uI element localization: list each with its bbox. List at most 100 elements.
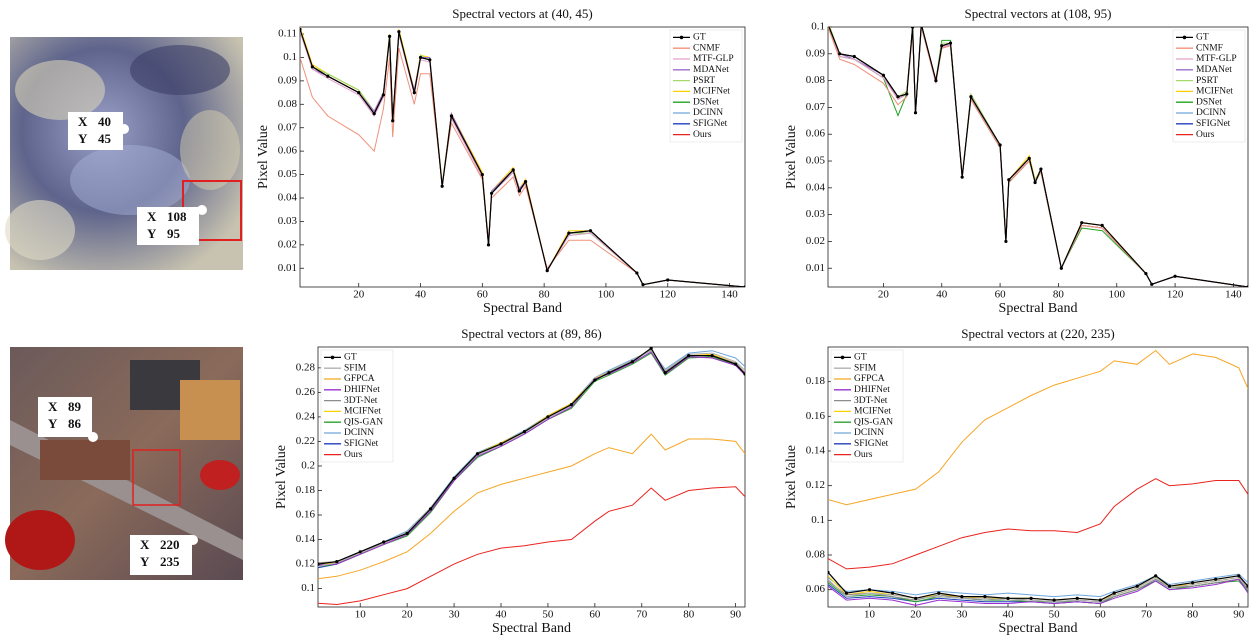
legend-label: MCIFNet <box>1196 87 1233 97</box>
series-point <box>1039 167 1042 170</box>
series-point <box>546 415 549 418</box>
x-tick-label: 40 <box>936 289 948 301</box>
y-tick-label: 0.01 <box>278 262 297 274</box>
x-tick-label: 140 <box>721 289 738 301</box>
y-tick-label: 0.16 <box>296 509 316 521</box>
y-tick-label: 0.02 <box>806 235 825 247</box>
series-point <box>1191 581 1194 584</box>
x-tick-label: 20 <box>910 609 922 621</box>
legend-label: SFIGNet <box>854 439 889 449</box>
series-point <box>397 30 400 33</box>
x-tick-label: 100 <box>1109 289 1126 301</box>
x-tick-label: 60 <box>477 289 489 301</box>
x-tick-label: 50 <box>1049 609 1061 621</box>
marker-dot <box>188 535 198 545</box>
series-point <box>983 595 986 598</box>
series-point <box>1101 224 1104 227</box>
series-point <box>382 540 385 543</box>
series-point <box>1099 598 1102 601</box>
legend-label: GFPCA <box>854 374 885 384</box>
y-tick-label: 0.06 <box>806 128 826 140</box>
coord-axis: Y <box>140 554 150 569</box>
x-tick-label: 60 <box>589 609 601 621</box>
coord-axis: X <box>78 114 88 129</box>
legend: GTCNMFMTF-GLPMDANetPSRTMCIFNetDSNetDCINN… <box>1173 30 1245 142</box>
series-point <box>523 430 526 433</box>
legend-label: GFPCA <box>344 374 375 384</box>
series-point <box>743 285 746 288</box>
legend-label: DCINN <box>1196 108 1226 118</box>
series-point <box>838 52 841 55</box>
y-tick-label: 0.24 <box>296 410 316 422</box>
y-tick-label: 0.09 <box>806 47 826 59</box>
x-tick-label: 30 <box>956 609 968 621</box>
y-tick-label: 0.11 <box>278 28 297 40</box>
series-point <box>664 371 667 374</box>
y-tick-label: 0.05 <box>806 155 826 167</box>
y-tick-label: 0.18 <box>296 484 316 496</box>
y-tick-label: 0.03 <box>806 208 826 220</box>
series-point <box>391 119 394 122</box>
marker-box <box>68 112 123 150</box>
series-point <box>882 74 885 77</box>
legend-label: SFIGNet <box>693 119 728 129</box>
x-tick-label: 70 <box>636 609 648 621</box>
x-tick-label: 80 <box>539 289 551 301</box>
y-tick-label: 0.04 <box>806 181 826 193</box>
legend-label: 3DT-Net <box>344 396 378 406</box>
x-tick-label: 100 <box>598 289 615 301</box>
y-tick-label: 0.1 <box>301 582 315 594</box>
series-point <box>326 75 329 78</box>
y-tick-label: 0.07 <box>806 101 826 113</box>
y-axis-label: Pixel Value <box>784 445 799 509</box>
legend-label: Ours <box>854 450 873 460</box>
series-point <box>1154 574 1157 577</box>
series-point <box>382 93 385 96</box>
series-point <box>911 25 914 28</box>
coord-value: 95 <box>167 226 181 241</box>
y-tick-label: 0.1 <box>811 21 825 33</box>
legend-label: Ours <box>693 130 712 140</box>
series-point <box>1076 597 1079 600</box>
coord-value: 45 <box>98 131 112 146</box>
legend-label: CNMF <box>693 43 720 53</box>
series-point <box>419 56 422 59</box>
series-point <box>666 278 669 281</box>
series-point <box>1168 585 1171 588</box>
y-tick-label: 0.08 <box>806 549 826 561</box>
marker-dot <box>88 432 98 442</box>
legend-label: MCIFNet <box>693 87 730 97</box>
x-tick-label: 20 <box>878 289 890 301</box>
coord-axis: X <box>48 399 58 414</box>
y-tick-label: 0.06 <box>806 583 826 595</box>
series-point <box>949 41 952 44</box>
y-tick-label: 0.09 <box>278 74 298 86</box>
series-point <box>1150 283 1153 286</box>
series-point <box>961 176 964 179</box>
legend-label: GT <box>693 33 706 43</box>
series-point <box>826 23 829 26</box>
legend-marker <box>680 36 684 40</box>
chart: Spectral vectors at (108, 95)Spectral Ba… <box>784 6 1249 316</box>
legend-label: PSRT <box>693 76 715 86</box>
x-tick-label: 120 <box>659 289 676 301</box>
coord-value: 220 <box>160 537 180 552</box>
x-axis-label: Spectral Band <box>492 621 571 636</box>
coord-value: 86 <box>68 416 82 431</box>
y-tick-label: 0.03 <box>278 215 298 227</box>
series-point <box>1004 240 1007 243</box>
series-point <box>998 143 1001 146</box>
legend-label: DSNet <box>1196 97 1222 107</box>
series-point <box>441 185 444 188</box>
marker-dot <box>119 124 129 134</box>
coord-axis: Y <box>78 131 88 146</box>
y-tick-label: 0.1 <box>283 51 297 63</box>
image-bottom <box>5 347 243 580</box>
series-point <box>1053 598 1056 601</box>
legend-label: QIS-GAN <box>344 417 383 427</box>
y-axis-label: Pixel Value <box>784 125 799 189</box>
legend-label: 3DT-Net <box>854 396 888 406</box>
legend-marker <box>841 356 845 360</box>
series-point <box>1246 585 1249 588</box>
chart-title: Spectral vectors at (89, 86) <box>461 326 601 341</box>
